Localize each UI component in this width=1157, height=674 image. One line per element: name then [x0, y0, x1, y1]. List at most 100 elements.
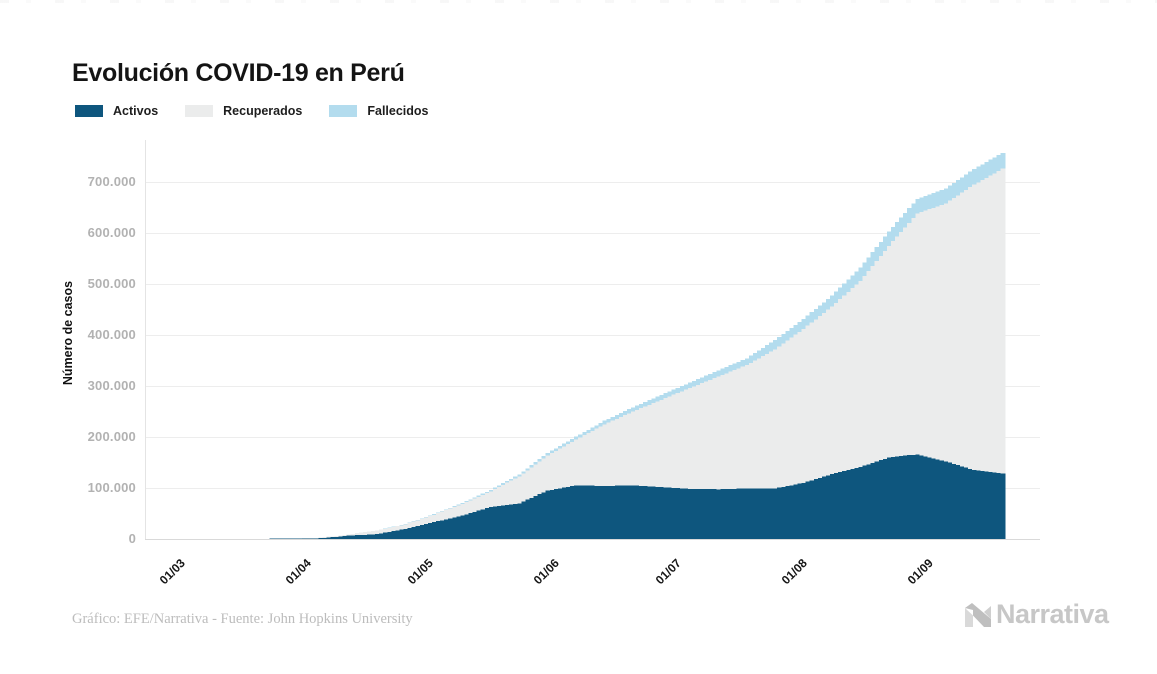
bar-segment-activos [781, 486, 787, 539]
bar-segment-fallecidos [622, 411, 628, 416]
bar-segment-fallecidos [533, 462, 539, 465]
bar-segment-fallecidos [907, 208, 912, 223]
bar-segment-fallecidos [488, 489, 494, 492]
bar-segment-fallecidos [549, 450, 555, 454]
bar-segment-fallecidos [789, 327, 795, 338]
bar-segment-activos [326, 537, 332, 539]
bar-segment-activos [545, 490, 551, 539]
bar-segment-recuperados [622, 415, 628, 486]
bar-segment-recuperados [890, 241, 896, 457]
bar-segment-fallecidos [919, 197, 925, 213]
bar-segment-fallecidos [740, 360, 746, 367]
bar-segment-fallecidos [765, 345, 770, 354]
bar-segment-activos [415, 525, 421, 539]
bar-segment-recuperados [748, 362, 754, 489]
y-tick-label: 400.000 [87, 327, 136, 342]
bar-segment-activos [809, 480, 815, 539]
bar-segment-activos [302, 538, 307, 539]
legend-label-recuperados: Recuperados [223, 104, 303, 118]
bar-segment-activos [431, 522, 437, 539]
bar-segment-activos [947, 462, 953, 539]
y-tick-label: 100.000 [87, 480, 136, 495]
bar-segment-activos [488, 506, 494, 539]
bar-segment-activos [452, 517, 458, 539]
bar-segment-fallecidos [671, 389, 677, 395]
bar-segment-fallecidos [862, 262, 868, 276]
bar-segment-fallecidos [976, 166, 982, 183]
bar-segment-activos [448, 518, 453, 539]
bar-segment-recuperados [996, 170, 1002, 474]
bar-segment-recuperados [362, 532, 368, 535]
bar-segment-fallecidos [618, 413, 624, 417]
bar-segment-activos [862, 465, 868, 539]
bar-segment-fallecidos [700, 377, 705, 384]
y-tick-label: 500.000 [87, 276, 136, 291]
bar-segment-fallecidos [915, 198, 921, 214]
bar-segment-fallecidos [517, 474, 523, 477]
bar-segment-activos [618, 485, 624, 539]
bar-segment-fallecidos [899, 217, 904, 232]
bar-segment-activos [777, 487, 783, 539]
bar-segment-recuperados [476, 496, 482, 511]
bar-segment-activos [354, 535, 360, 539]
bar-segment-recuperados [606, 422, 612, 486]
bar-segment-fallecidos [903, 212, 908, 228]
bar-segment-fallecidos [521, 471, 527, 474]
bar-segment-fallecidos [874, 246, 880, 261]
bar-segment-activos [505, 504, 510, 539]
bar-segment-activos [951, 463, 957, 539]
bar-segment-recuperados [825, 309, 831, 476]
bar-segment-activos [419, 525, 425, 539]
bar-segment-fallecidos [553, 448, 559, 451]
bar-segment-fallecidos [736, 361, 742, 369]
bar-segment-activos [667, 487, 673, 539]
bar-segment-fallecidos [480, 493, 486, 495]
bar-segment-recuperados [444, 510, 449, 520]
bar-segment-activos [444, 519, 449, 539]
bar-segment-activos [411, 526, 417, 539]
bar-segment-fallecidos [561, 443, 567, 447]
bar-segment-fallecidos [785, 330, 791, 341]
bar-segment-recuperados [517, 476, 523, 504]
bar-segment-recuperados [915, 213, 921, 455]
bar-segment-recuperados [423, 517, 429, 525]
bar-segment-fallecidos [501, 483, 506, 485]
bar-segment-activos [570, 486, 575, 539]
bar-segment-recuperados [752, 360, 758, 489]
bar-segment-fallecidos [557, 446, 563, 449]
bar-segment-recuperados [561, 446, 567, 488]
bar-segment-activos [858, 467, 864, 539]
bar-segment-fallecidos [436, 512, 441, 514]
bar-segment-fallecidos [744, 358, 750, 366]
fallecidos-swatch-icon [329, 105, 358, 117]
bar-segment-activos [878, 460, 884, 539]
bar-segment-activos [899, 456, 904, 539]
y-tick-label: 600.000 [87, 225, 136, 240]
bar-segment-recuperados [720, 374, 726, 490]
brand-name: Narrativa [996, 599, 1109, 629]
bar-segment-activos [821, 476, 827, 539]
bar-segment-fallecidos [964, 174, 969, 190]
bar-segment-fallecidos [870, 252, 876, 266]
bar-segment-recuperados [679, 391, 685, 489]
bar-segment-fallecidos [886, 231, 892, 246]
bar-segment-activos [541, 492, 547, 539]
bar-segment-fallecidos [988, 159, 994, 176]
bar-segment-fallecidos [448, 507, 453, 509]
bar-segment-activos [687, 489, 693, 539]
grid-line [145, 284, 1040, 285]
bar-segment-activos [427, 523, 433, 539]
bar-segment-recuperados [529, 467, 535, 498]
bar-segment-recuperados [375, 530, 380, 535]
bar-segment-recuperados [675, 393, 681, 489]
bar-segment-recuperados [667, 396, 673, 488]
bar-segment-recuperados [931, 207, 937, 459]
bar-segment-activos [825, 475, 831, 539]
bar-segment-recuperados [773, 349, 778, 489]
bar-segment-recuperados [614, 418, 620, 486]
bar-segment-fallecidos [456, 504, 462, 506]
bar-segment-fallecidos [679, 386, 685, 392]
bar-segment-recuperados [740, 366, 746, 489]
bar-segment-activos [310, 538, 315, 539]
bar-segment-activos [387, 531, 393, 539]
